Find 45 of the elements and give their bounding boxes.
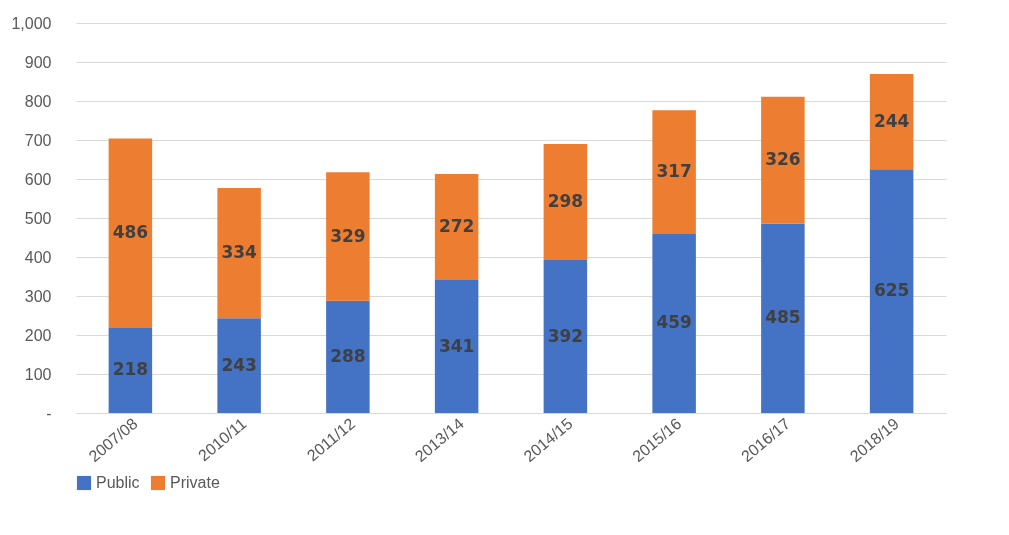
- data-label: 625: [873, 280, 910, 301]
- y-tick-label: 500: [24, 209, 52, 227]
- data-label: 485: [765, 307, 801, 328]
- bar: [217, 318, 261, 413]
- y-tick-label: 600: [24, 170, 52, 188]
- y-tick-label: 1,000: [11, 14, 52, 32]
- y-tick-label: 200: [24, 326, 52, 344]
- y-tick-label: 900: [24, 53, 52, 71]
- y-tick-label: 700: [24, 131, 52, 149]
- bar: [434, 173, 479, 281]
- data-label: 244: [873, 110, 910, 131]
- data-label: 288: [330, 345, 366, 366]
- y-tick-label: 300: [24, 287, 52, 305]
- bar: [652, 233, 696, 413]
- data-label: 317: [656, 161, 692, 182]
- bar: [108, 327, 153, 413]
- data-label: 392: [547, 325, 584, 346]
- legend-label: Public: [96, 474, 140, 491]
- data-label: 298: [547, 191, 584, 212]
- legend-label: Private: [170, 474, 220, 491]
- y-tick-label: -: [46, 404, 52, 422]
- data-label: 243: [221, 354, 257, 375]
- data-label: 326: [765, 149, 801, 170]
- data-label: 459: [656, 312, 692, 333]
- bar: [434, 280, 479, 413]
- data-label: 272: [438, 215, 475, 236]
- data-label: 329: [330, 225, 366, 246]
- bar: [543, 143, 588, 261]
- data-label: 218: [112, 359, 149, 380]
- data-label: 486: [112, 222, 149, 243]
- bar: [761, 223, 805, 413]
- bar: [108, 138, 153, 328]
- data-label: 341: [438, 335, 475, 356]
- bar: [869, 169, 914, 413]
- bar: [543, 260, 588, 413]
- bar: [326, 300, 370, 413]
- data-label: 334: [221, 242, 258, 263]
- bar: [326, 172, 370, 301]
- y-tick-label: 800: [24, 92, 52, 110]
- y-tick-label: 400: [24, 248, 52, 266]
- bar: [761, 96, 805, 224]
- bar: [217, 187, 261, 319]
- y-tick-label: 100: [24, 365, 52, 383]
- bar: [869, 74, 914, 170]
- bar: [652, 110, 696, 234]
